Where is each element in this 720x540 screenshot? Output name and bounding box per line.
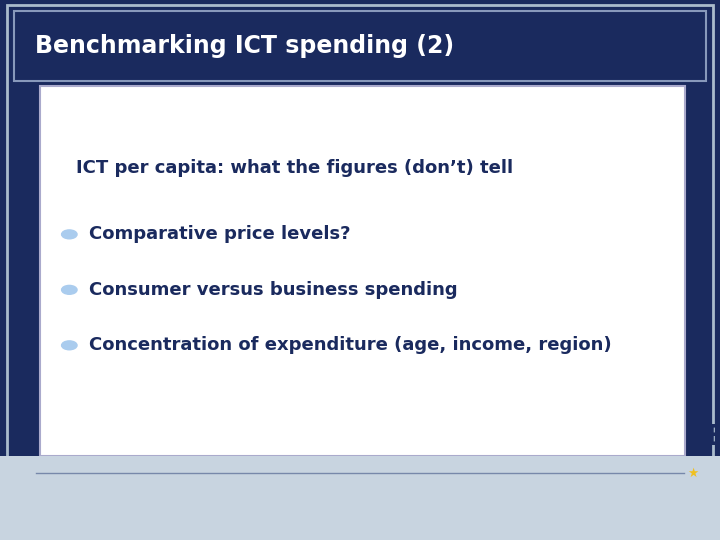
Text: EiTO: EiTO — [706, 423, 720, 451]
Circle shape — [62, 230, 77, 239]
Text: Comparative price levels?: Comparative price levels? — [89, 225, 350, 244]
Circle shape — [62, 341, 77, 350]
Text: Concentration of expenditure (age, income, region): Concentration of expenditure (age, incom… — [89, 336, 611, 354]
Text: Consumer versus business spending: Consumer versus business spending — [89, 281, 457, 299]
Text: ICT per capita: what the figures (don’t) tell: ICT per capita: what the figures (don’t)… — [76, 159, 513, 177]
Text: ★: ★ — [687, 467, 698, 480]
Circle shape — [62, 286, 77, 294]
Text: Benchmarking ICT spending (2): Benchmarking ICT spending (2) — [35, 34, 454, 58]
